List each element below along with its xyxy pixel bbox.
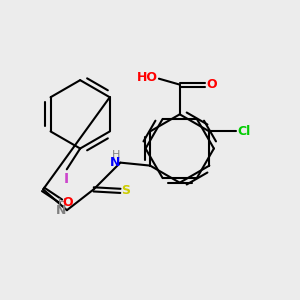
Text: H: H: [111, 150, 120, 160]
Text: N: N: [56, 204, 66, 217]
Text: Cl: Cl: [238, 125, 251, 138]
Text: HO: HO: [136, 71, 158, 84]
Text: O: O: [62, 196, 73, 209]
Text: S: S: [122, 184, 130, 197]
Text: N: N: [110, 156, 120, 169]
Text: O: O: [206, 77, 217, 91]
Text: H: H: [58, 198, 66, 208]
Text: I: I: [64, 172, 69, 186]
